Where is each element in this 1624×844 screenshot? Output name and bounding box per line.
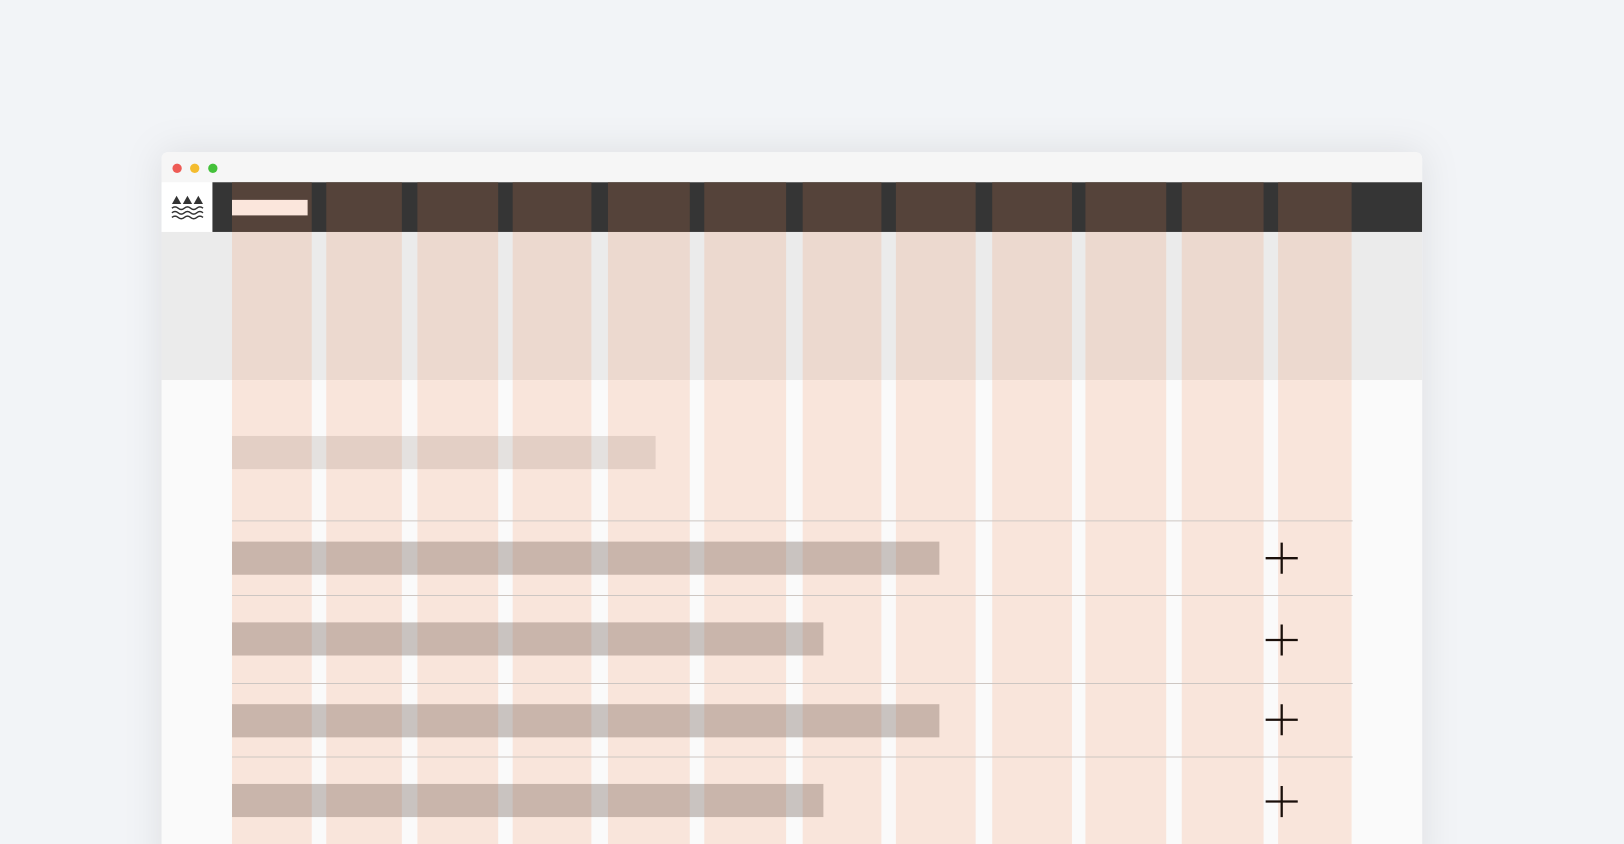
column-hero xyxy=(1181,231,1264,381)
column-hero xyxy=(326,231,402,381)
column-nav xyxy=(802,182,882,232)
column-nav xyxy=(704,182,787,232)
column-nav xyxy=(1181,182,1264,232)
accordion-item[interactable] xyxy=(232,704,1298,738)
column-body xyxy=(1181,380,1264,844)
column-hero xyxy=(895,231,976,381)
column-body xyxy=(704,380,787,844)
column-nav xyxy=(1278,182,1352,232)
heading-placeholder xyxy=(232,435,656,470)
column-nav xyxy=(992,182,1072,232)
grid-columns xyxy=(232,182,1352,844)
expand-icon[interactable] xyxy=(1265,786,1298,818)
expand-icon[interactable] xyxy=(1265,624,1298,656)
column-hero xyxy=(607,231,690,381)
column-hero xyxy=(1278,231,1352,381)
column-body xyxy=(802,380,882,844)
browser-window xyxy=(161,152,1423,844)
column-hero xyxy=(992,231,1072,381)
nav-item[interactable] xyxy=(232,199,308,216)
item-placeholder xyxy=(232,704,940,738)
column-body xyxy=(1278,380,1352,844)
column-body xyxy=(326,380,402,844)
column-body xyxy=(992,380,1072,844)
accordion-item[interactable] xyxy=(232,541,1298,575)
title-bar xyxy=(161,152,1423,183)
logo xyxy=(171,195,204,220)
column-nav xyxy=(1085,182,1167,232)
column-body xyxy=(895,380,976,844)
accordion-item[interactable] xyxy=(232,783,1298,818)
column-body xyxy=(512,380,592,844)
column-hero xyxy=(417,231,499,381)
column-hero xyxy=(802,231,882,381)
column-hero xyxy=(1085,231,1167,381)
column-hero xyxy=(512,231,592,381)
item-placeholder xyxy=(232,622,824,656)
column-body xyxy=(417,380,499,844)
column-body xyxy=(1085,380,1167,844)
accordion xyxy=(232,520,1353,818)
column-body xyxy=(607,380,690,844)
expand-icon[interactable] xyxy=(1265,704,1298,736)
column-nav xyxy=(326,182,402,232)
expand-icon[interactable] xyxy=(1265,542,1298,574)
column-nav xyxy=(895,182,976,232)
column-hero xyxy=(232,231,312,381)
maximize-button[interactable] xyxy=(208,163,218,173)
minimize-button[interactable] xyxy=(190,163,200,173)
column-body xyxy=(232,380,312,844)
column-nav xyxy=(512,182,592,232)
column-nav xyxy=(607,182,690,232)
column-hero xyxy=(704,231,787,381)
column-nav xyxy=(417,182,499,232)
item-placeholder xyxy=(232,783,824,818)
close-button[interactable] xyxy=(172,163,182,173)
accordion-item[interactable] xyxy=(232,622,1298,656)
item-placeholder xyxy=(232,541,940,575)
